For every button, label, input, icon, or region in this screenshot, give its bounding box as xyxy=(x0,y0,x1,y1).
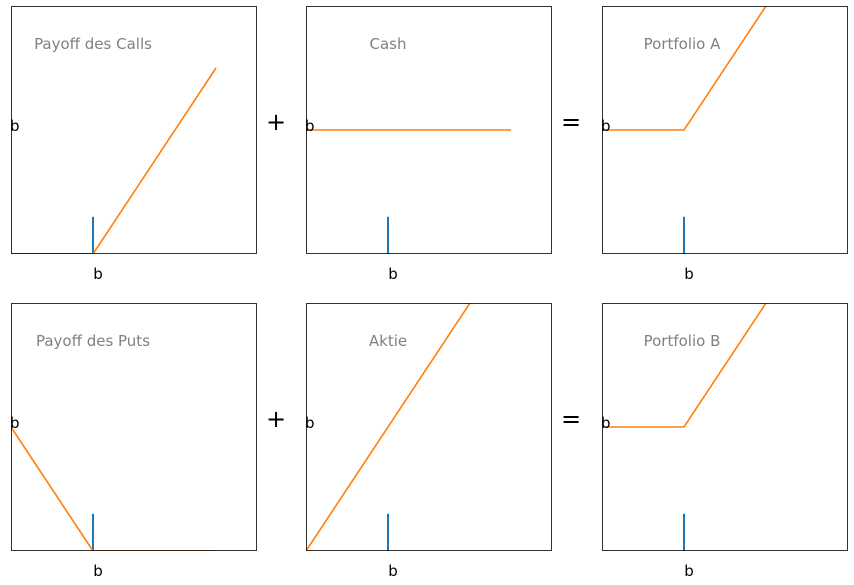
plot-frame xyxy=(306,303,552,551)
plot-frame xyxy=(602,303,848,551)
y-tick-label: b xyxy=(10,117,20,135)
plot-frame xyxy=(11,6,257,254)
plot-frame xyxy=(306,6,552,254)
panel-title: Cash xyxy=(370,35,407,53)
x-tick-label: b xyxy=(684,562,694,580)
x-tick-label: b xyxy=(388,265,398,283)
y-tick-label: b xyxy=(601,414,611,432)
equals-operator: = xyxy=(561,405,581,433)
y-tick-label: b xyxy=(10,414,20,432)
chart-panel-6: Portfolio B b b xyxy=(601,303,848,580)
panel-title: Portfolio A xyxy=(644,35,721,53)
y-tick-label: b xyxy=(305,117,315,135)
payoff-line xyxy=(602,6,767,131)
plus-operator: + xyxy=(266,405,286,433)
payoff-line xyxy=(306,303,471,551)
payoff-line xyxy=(602,303,767,428)
panel-title: Aktie xyxy=(369,332,407,350)
chart-panel-2: Cash b b xyxy=(305,6,552,283)
chart-panel-3: Portfolio A b b xyxy=(601,6,848,283)
payoff-line xyxy=(11,67,217,254)
y-tick-label: b xyxy=(305,414,315,432)
y-tick-label: b xyxy=(601,117,611,135)
panel-title: Payoff des Calls xyxy=(34,35,152,53)
panel-title: Payoff des Puts xyxy=(36,332,150,350)
x-tick-label: b xyxy=(93,265,103,283)
x-tick-label: b xyxy=(388,562,398,580)
plus-operator: + xyxy=(266,108,286,136)
plot-frame xyxy=(602,6,848,254)
chart-panel-4: Payoff des Puts b b xyxy=(10,303,257,580)
x-tick-label: b xyxy=(93,562,103,580)
chart-panel-1: Payoff des Calls b b xyxy=(10,6,257,283)
plot-frame xyxy=(11,303,257,551)
equals-operator: = xyxy=(561,108,581,136)
x-tick-label: b xyxy=(684,265,694,283)
chart-panel-5: Aktie b b xyxy=(305,303,552,580)
payoff-line xyxy=(11,426,216,551)
panel-title: Portfolio B xyxy=(644,332,721,350)
